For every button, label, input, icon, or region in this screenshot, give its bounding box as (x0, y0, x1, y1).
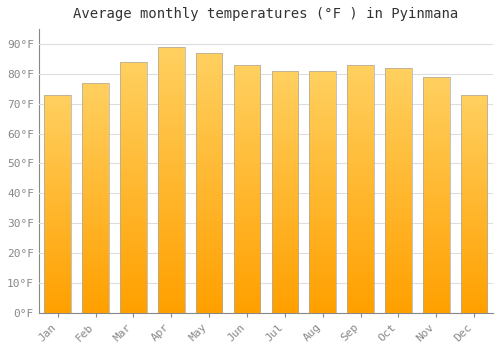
Bar (120, 62, 146, 313)
Bar (196, 53, 222, 313)
Bar (234, 65, 260, 313)
Bar (44, 95, 71, 313)
Bar (310, 71, 336, 313)
Bar (461, 95, 487, 313)
Bar (272, 71, 298, 313)
Bar (158, 47, 184, 313)
Bar (82, 83, 109, 313)
Bar (423, 77, 450, 313)
Title: Average monthly temperatures (°F ) in Pyinmana: Average monthly temperatures (°F ) in Py… (74, 7, 458, 21)
Bar (348, 65, 374, 313)
Bar (385, 68, 411, 313)
